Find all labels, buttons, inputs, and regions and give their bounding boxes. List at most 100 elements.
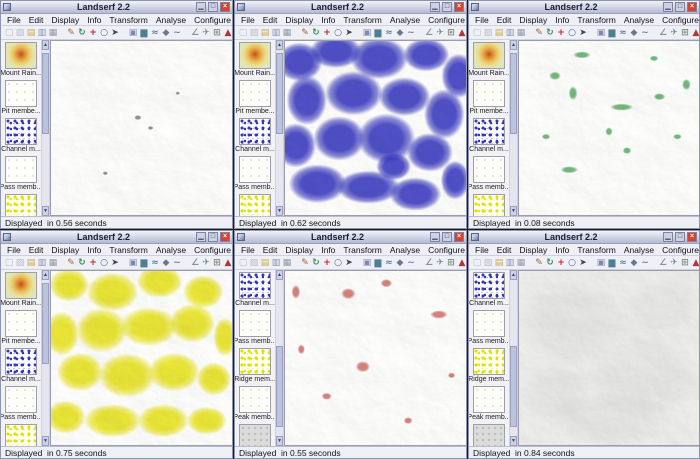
- titlebar[interactable]: Landserf 2.2 ▁ □ ×: [469, 1, 699, 14]
- scrollbar-thumb[interactable]: [510, 345, 517, 427]
- menu-info[interactable]: Info: [87, 244, 102, 255]
- open-icon[interactable]: ▤: [26, 27, 36, 38]
- menu-file[interactable]: File: [7, 14, 21, 25]
- layer-thumbnail-faint[interactable]: [239, 80, 271, 107]
- menu-display[interactable]: Display: [519, 14, 548, 25]
- layer-thumbnail-faint[interactable]: [5, 310, 37, 337]
- layer-thumbnail-elevation[interactable]: [239, 42, 271, 69]
- menu-info[interactable]: Info: [321, 14, 336, 25]
- menu-display[interactable]: Display: [285, 14, 314, 25]
- query-icon[interactable]: ▣: [362, 257, 372, 268]
- menu-configure[interactable]: Configure: [428, 244, 465, 255]
- close-button[interactable]: ×: [687, 2, 697, 12]
- scrollbar-track[interactable]: [510, 50, 517, 206]
- layer-item[interactable]: Channel m...: [235, 118, 275, 153]
- layer-item[interactable]: Channel m...: [469, 272, 509, 307]
- menu-file[interactable]: File: [241, 244, 255, 255]
- menu-analyse[interactable]: Analyse: [155, 244, 187, 255]
- layer-thumbnail-faint[interactable]: [473, 386, 505, 413]
- layer-item[interactable]: Planar me...: [470, 424, 508, 446]
- relief-icon[interactable]: ▲: [692, 27, 700, 38]
- vector-tools-icon[interactable]: ∠: [424, 27, 434, 38]
- query-icon[interactable]: ▣: [362, 27, 372, 38]
- layer-thumbnail-yellow[interactable]: [5, 194, 37, 216]
- vector-tools-icon[interactable]: ∠: [190, 257, 200, 268]
- maximize-button[interactable]: □: [442, 232, 452, 242]
- profile-icon[interactable]: ≈: [385, 257, 393, 268]
- histogram-icon[interactable]: ▆: [374, 257, 382, 268]
- layer-thumbnail-faint[interactable]: [239, 156, 271, 183]
- layer-thumbnail-blue[interactable]: [239, 272, 271, 299]
- reproject-icon[interactable]: ↻: [546, 27, 554, 38]
- edit-icon[interactable]: ✎: [301, 257, 309, 268]
- menu-analyse[interactable]: Analyse: [155, 14, 187, 25]
- zoom-icon[interactable]: ○: [100, 257, 108, 268]
- menu-configure[interactable]: Configure: [194, 14, 231, 25]
- layer-thumbnail-faint[interactable]: [473, 80, 505, 107]
- transect-icon[interactable]: ◆: [630, 27, 638, 38]
- transect-icon[interactable]: ◆: [162, 27, 170, 38]
- maximize-button[interactable]: □: [675, 2, 685, 12]
- select-icon[interactable]: ➤: [345, 257, 353, 268]
- save-icon[interactable]: ▥: [505, 27, 515, 38]
- scatter-icon[interactable]: ~: [641, 257, 649, 268]
- layer-thumbnail-blue[interactable]: [5, 118, 37, 145]
- zoom-icon[interactable]: ○: [334, 27, 342, 38]
- map-view[interactable]: [283, 40, 466, 216]
- grid-icon[interactable]: ⊞: [681, 27, 689, 38]
- layer-thumbnail-gray[interactable]: [239, 424, 271, 446]
- select-icon[interactable]: ➤: [111, 257, 119, 268]
- scroll-up-icon[interactable]: ▲: [42, 270, 49, 280]
- add-surface-icon[interactable]: +: [557, 257, 565, 268]
- profile-icon[interactable]: ≈: [151, 27, 159, 38]
- map-view[interactable]: [283, 270, 466, 446]
- select-icon[interactable]: ➤: [579, 257, 587, 268]
- titlebar[interactable]: Landserf 2.2 ▁ □ ×: [235, 1, 466, 14]
- histogram-icon[interactable]: ▆: [608, 27, 616, 38]
- minimize-button[interactable]: ▁: [430, 232, 440, 242]
- add-surface-icon[interactable]: +: [557, 27, 565, 38]
- vector-tools-icon[interactable]: ∠: [424, 257, 434, 268]
- fly-through-icon[interactable]: ✈: [436, 27, 444, 38]
- menu-transform[interactable]: Transform: [577, 14, 616, 25]
- layer-thumbnail-blue[interactable]: [473, 118, 505, 145]
- relief-icon[interactable]: ▲: [692, 257, 700, 268]
- scrollbar-track[interactable]: [276, 280, 283, 436]
- menu-info[interactable]: Info: [87, 14, 102, 25]
- menu-edit[interactable]: Edit: [28, 244, 44, 255]
- layer-thumbnail-faint[interactable]: [473, 156, 505, 183]
- scroll-up-icon[interactable]: ▲: [510, 40, 517, 50]
- layer-item[interactable]: Ridge mem...: [235, 348, 275, 383]
- open-icon[interactable]: ▤: [494, 27, 504, 38]
- select-icon[interactable]: ➤: [579, 27, 587, 38]
- layer-thumbnail-gray[interactable]: [473, 424, 505, 446]
- minimize-button[interactable]: ▁: [430, 2, 440, 12]
- layer-thumbnail-yellow[interactable]: [5, 424, 37, 446]
- menu-transform[interactable]: Transform: [343, 14, 382, 25]
- layer-thumbnail-blue[interactable]: [5, 348, 37, 375]
- map-view[interactable]: [517, 270, 699, 446]
- menu-display[interactable]: Display: [285, 244, 314, 255]
- maximize-button[interactable]: □: [208, 2, 218, 12]
- scroll-up-icon[interactable]: ▲: [510, 270, 517, 280]
- scroll-down-icon[interactable]: ▼: [510, 206, 517, 216]
- menu-info[interactable]: Info: [555, 244, 570, 255]
- profile-icon[interactable]: ≈: [619, 27, 627, 38]
- layer-thumbnail-elevation[interactable]: [5, 42, 37, 69]
- zoom-icon[interactable]: ○: [568, 257, 576, 268]
- save-icon[interactable]: ▥: [271, 257, 281, 268]
- menu-display[interactable]: Display: [519, 244, 548, 255]
- titlebar[interactable]: Landserf 2.2 ▁ □ ×: [235, 231, 466, 244]
- layer-item[interactable]: Channel m...: [235, 272, 275, 307]
- scatter-icon[interactable]: ~: [641, 27, 649, 38]
- scatter-icon[interactable]: ~: [173, 257, 181, 268]
- layer-item[interactable]: Channel m...: [469, 118, 509, 153]
- menu-file[interactable]: File: [475, 14, 489, 25]
- scatter-icon[interactable]: ~: [173, 27, 181, 38]
- transect-icon[interactable]: ◆: [162, 257, 170, 268]
- layer-item[interactable]: Channel m...: [1, 118, 41, 153]
- sidebar-scrollbar[interactable]: ▲ ▼: [275, 40, 284, 216]
- transect-icon[interactable]: ◆: [630, 257, 638, 268]
- scrollbar-track[interactable]: [510, 280, 517, 436]
- profile-icon[interactable]: ≈: [151, 257, 159, 268]
